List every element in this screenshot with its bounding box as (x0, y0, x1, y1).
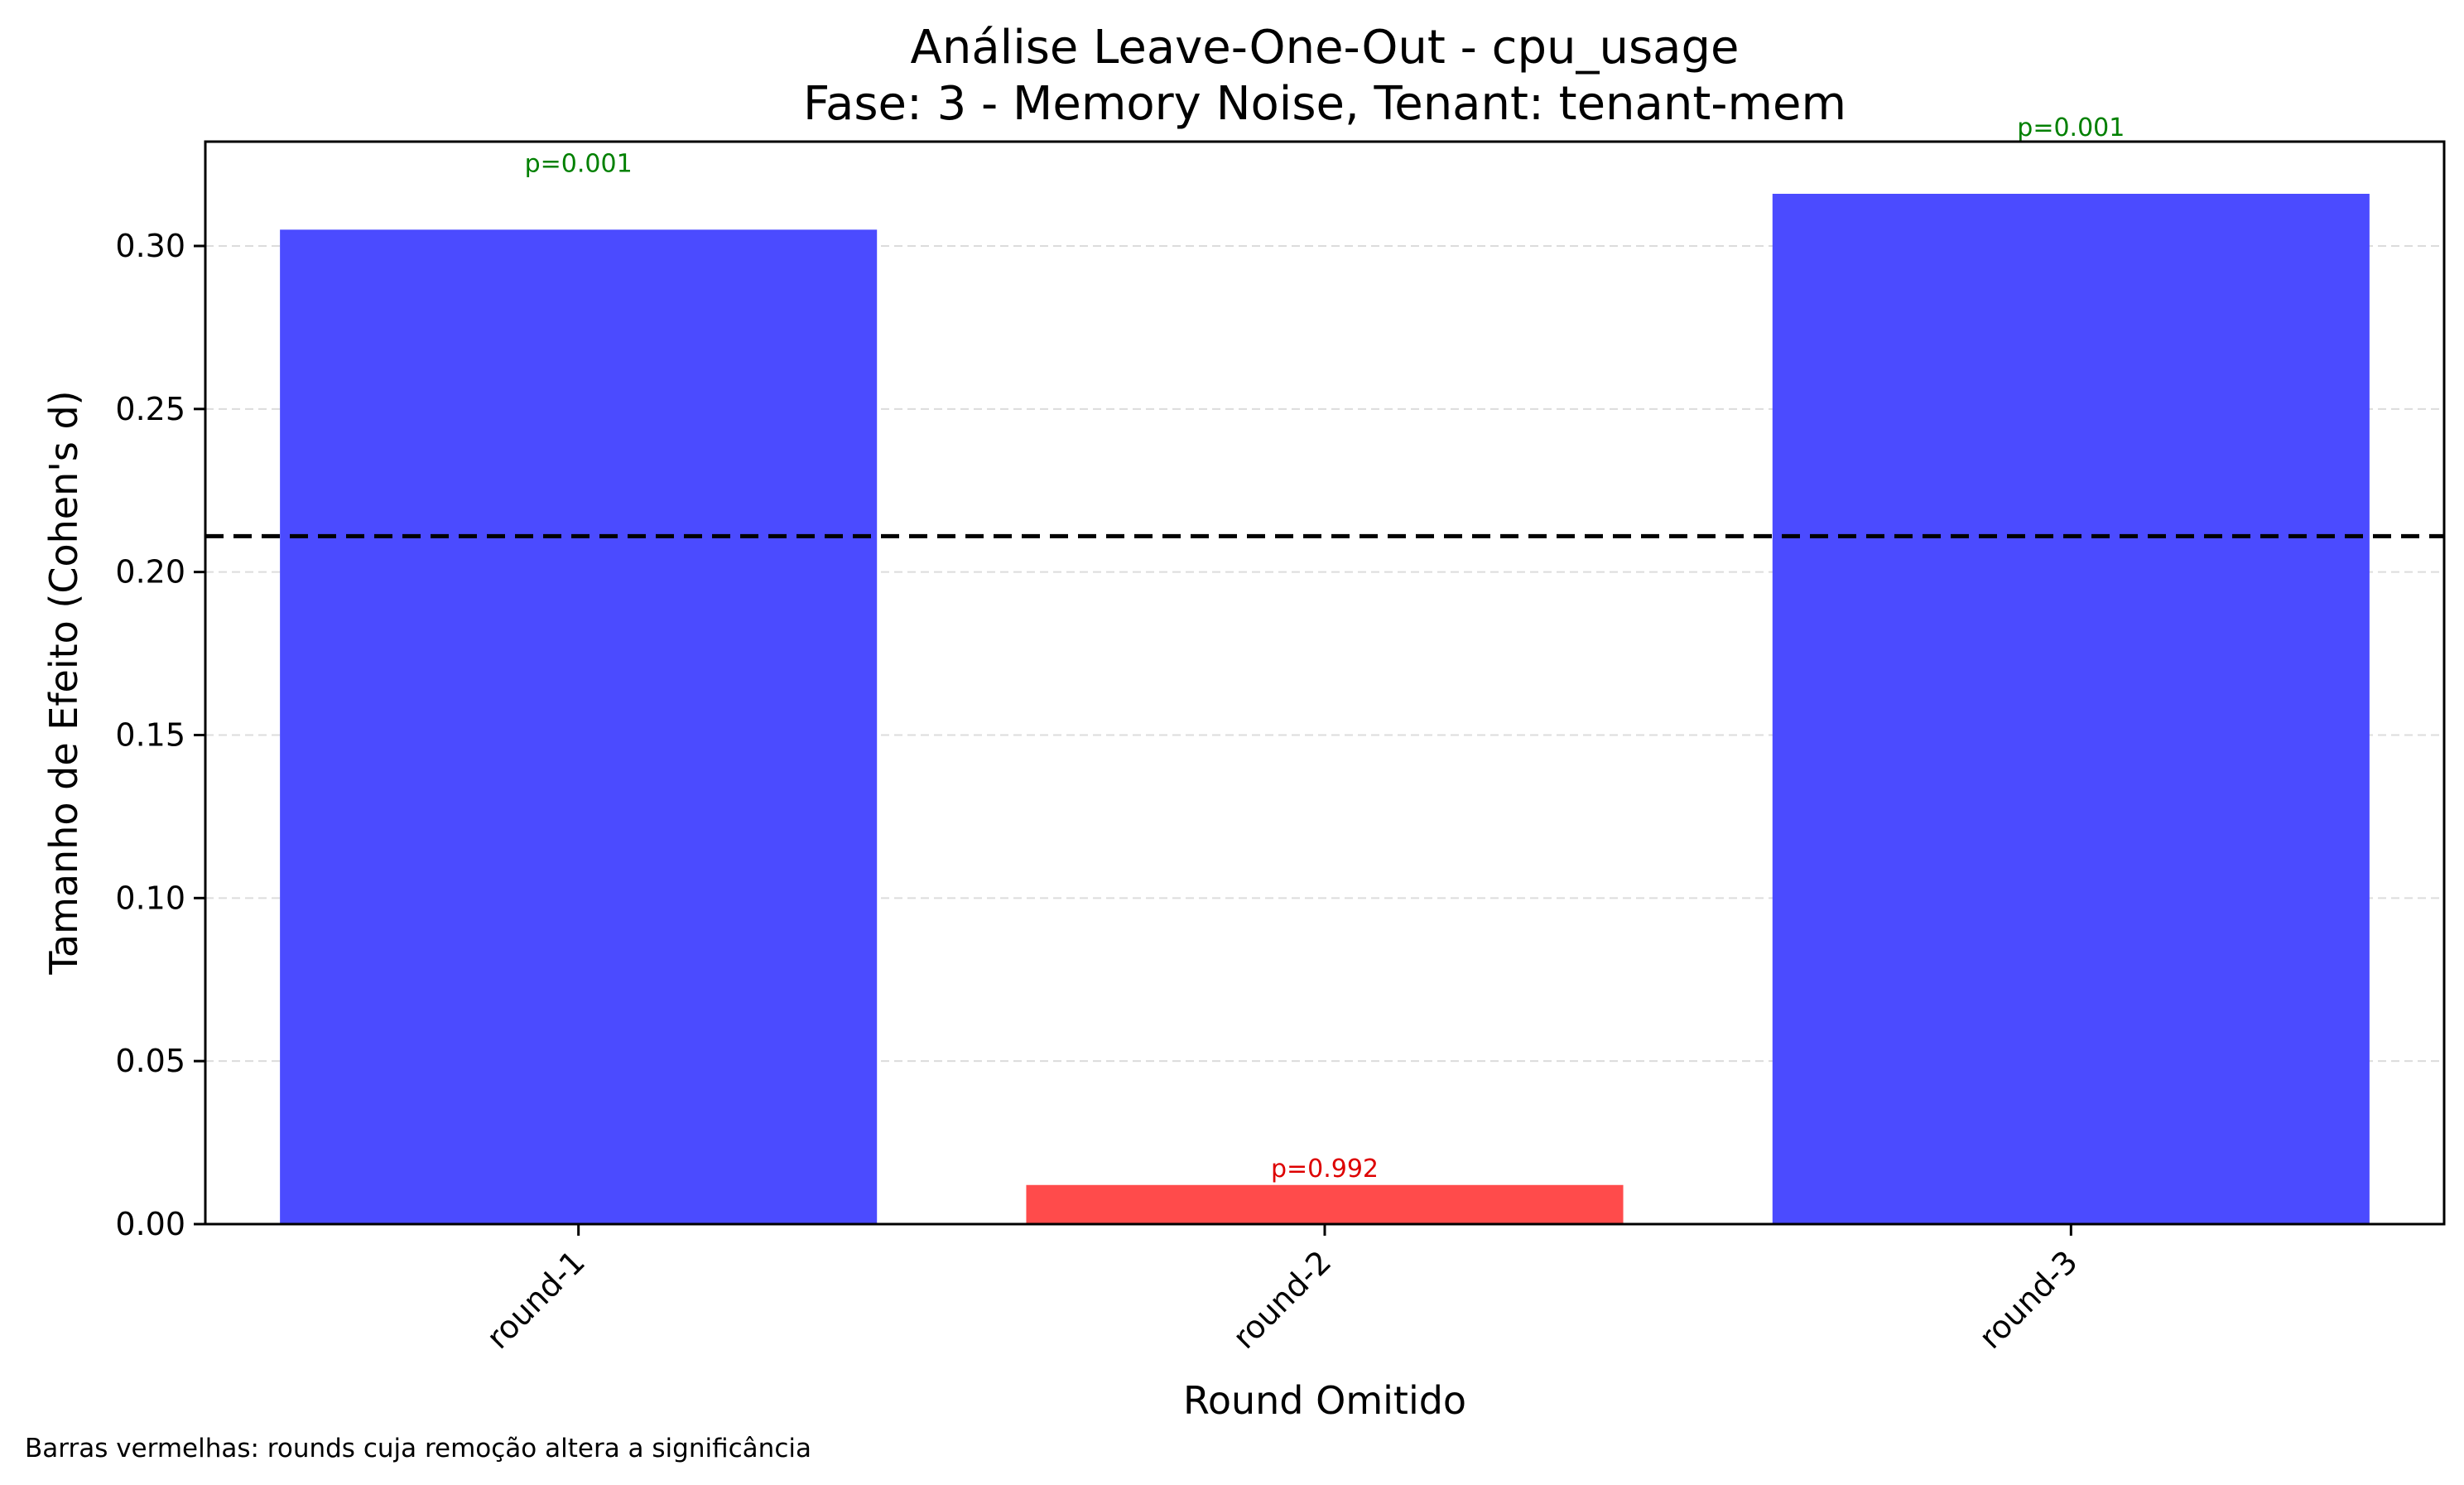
x-tick-label-round-3: round-3 (1972, 1243, 2085, 1356)
p-value-labels: p=0.001 p=0.992 p=0.001 (525, 113, 2125, 1184)
x-axis-label: Round Omitido (1183, 1378, 1466, 1423)
p-value-label-round-2: p=0.992 (1271, 1155, 1379, 1184)
bars (280, 193, 2370, 1225)
y-tick-label: 0.25 (115, 391, 185, 427)
y-tick-label: 0.05 (115, 1043, 185, 1079)
footnote: Barras vermelhas: rounds cuja remoção al… (25, 1434, 811, 1463)
y-tick-label: 0.20 (115, 554, 185, 591)
y-axis: 0.00 0.05 0.10 0.15 0.20 0.25 0.30 (115, 228, 205, 1242)
y-axis-label: Tamanho de Efeito (Cohen's d) (41, 390, 86, 975)
x-tick-label-round-2: round-2 (1225, 1243, 1338, 1356)
y-tick-label: 0.10 (115, 880, 185, 916)
bar-round-1 (280, 229, 878, 1224)
chart-subtitle: Fase: 3 - Memory Noise, Tenant: tenant-m… (803, 77, 1846, 131)
bar-round-3 (1772, 193, 2370, 1225)
bar-round-2 (1026, 1184, 1624, 1224)
y-tick-label: 0.15 (115, 716, 185, 753)
x-axis: round-1 round-2 round-3 (479, 1224, 2085, 1356)
p-value-label-round-1: p=0.001 (525, 149, 633, 178)
y-tick-label: 0.30 (115, 228, 185, 264)
y-tick-label: 0.00 (115, 1206, 185, 1242)
chart-title: Análise Leave-One-Out - cpu_usage (911, 21, 1740, 75)
p-value-label-round-3: p=0.001 (2017, 113, 2125, 142)
x-tick-label-round-1: round-1 (479, 1243, 592, 1356)
